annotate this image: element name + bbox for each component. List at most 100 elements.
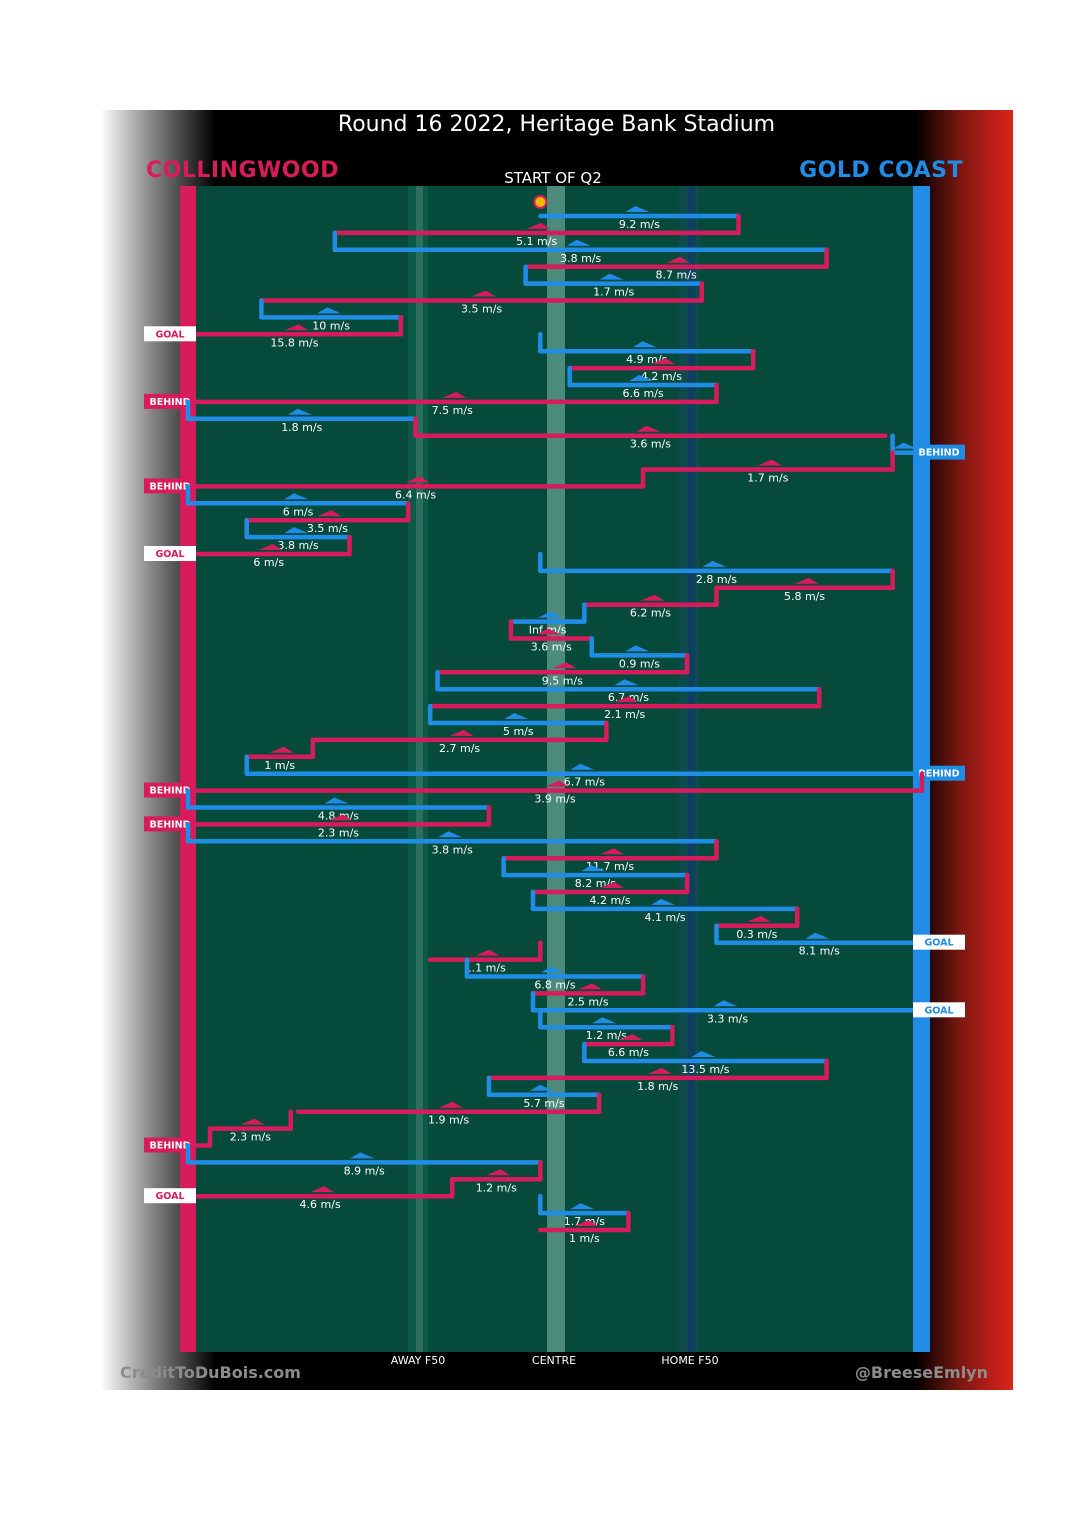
possession-chain: 2.1 m/s	[427, 686, 822, 721]
speed-label: 5.7 m/s	[523, 1097, 564, 1110]
team-left-label: COLLINGWOOD	[146, 158, 339, 183]
possession-chain: 3.5 m/s	[259, 281, 705, 316]
speed-label: 1.7 m/s	[747, 472, 788, 485]
possession-chain: 1.7 m/s	[640, 450, 895, 485]
speed-label: 7.5 m/s	[432, 404, 473, 417]
result-tag	[144, 326, 196, 342]
direction-arrow	[647, 1067, 672, 1074]
possession-chain: 11.7 m/s	[501, 839, 719, 873]
direction-arrow	[600, 882, 625, 888]
direction-arrow	[632, 341, 657, 348]
possession-chain: 1.8 m/s	[486, 1058, 829, 1093]
direction-arrow	[713, 1000, 738, 1007]
direction-arrow	[438, 1101, 463, 1108]
speed-label: 4.6 m/s	[300, 1198, 341, 1211]
speed-label: 3.8 m/s	[560, 252, 601, 265]
possession-chain: 3.8 m/s	[244, 517, 352, 552]
direction-arrow	[471, 290, 496, 297]
possession-chain: 1 m/s	[244, 737, 316, 772]
possession-chains: 9.2 m/s5.1 m/s3.8 m/s8.7 m/s1.7 m/s3.5 m…	[144, 195, 965, 1245]
collingwood-goal-post	[180, 186, 196, 1352]
direction-arrow	[651, 358, 676, 365]
possession-chain: 7.5 m/s BEHIND	[144, 382, 719, 417]
result-tag	[144, 1137, 196, 1153]
speed-label: 2.5 m/s	[567, 995, 608, 1008]
possession-chain: 4.2 m/s	[567, 348, 756, 383]
speed-label: 1.7 m/s	[593, 286, 634, 299]
direction-arrow	[599, 273, 624, 280]
direction-arrow	[504, 713, 529, 719]
speed-label: 1.8 m/s	[637, 1080, 678, 1093]
direction-arrow	[614, 696, 639, 703]
possession-chain: 5 m/s	[427, 703, 609, 738]
speed-label: 8.2 m/s	[575, 877, 616, 890]
possession-chain: 9.2 m/s	[538, 206, 741, 231]
possession-chain: 1 m/s	[538, 1210, 631, 1245]
speed-label: 4.8 m/s	[318, 810, 359, 823]
speed-label: 1.8 m/s	[281, 421, 322, 434]
speed-label: 2.3 m/s	[230, 1131, 271, 1144]
direction-arrow	[691, 1051, 716, 1057]
possession-chain: 6.6 m/s	[582, 1024, 675, 1059]
possession-chain: 1.9 m/s	[295, 1092, 602, 1127]
direction-arrow	[592, 1017, 617, 1024]
speed-label: 6.6 m/s	[608, 1046, 649, 1059]
possession-chain: 1.2 m/s	[538, 1008, 675, 1042]
speed-label: 4.2 m/s	[589, 894, 630, 907]
result-label: BEHIND	[149, 1141, 190, 1152]
result-label: GOAL	[155, 1191, 184, 1202]
possession-chain: 3.6 m/s	[413, 416, 888, 451]
speed-label: 6 m/s	[283, 505, 314, 518]
speed-label: 6.6 m/s	[623, 387, 664, 400]
speed-label: 4.2 m/s	[641, 370, 682, 383]
result-label: GOAL	[155, 549, 184, 560]
possession-chain: 1.8 m/s	[185, 399, 418, 434]
speed-label: 1.1 m/s	[465, 962, 506, 975]
possession-chain: 3.9 m/s BEHIND	[144, 771, 925, 806]
direction-arrow	[545, 780, 569, 787]
possession-chain: 3.3 m/s GOAL	[530, 991, 965, 1025]
direction-arrow	[537, 628, 562, 635]
direction-arrow	[529, 1084, 554, 1091]
speed-label: 1 m/s	[264, 759, 295, 772]
speed-label: 3.9 m/s	[534, 793, 575, 806]
speed-label: 5.1 m/s	[516, 235, 557, 248]
speed-label: 3.8 m/s	[432, 843, 473, 856]
speed-label: 5 m/s	[503, 725, 534, 738]
start-of-quarter-label: START OF Q2	[504, 169, 602, 187]
direction-arrow	[574, 1220, 599, 1226]
speed-label: 15.8 m/s	[270, 336, 318, 349]
result-tag	[144, 393, 196, 409]
possession-chain: 4.6 m/s GOAL	[144, 1177, 455, 1211]
possession-chain: 13.5 m/s	[582, 1041, 829, 1076]
chart-card: Round 16 2022, Heritage Bank Stadium COL…	[100, 110, 1013, 1390]
speed-label: 6.8 m/s	[534, 979, 575, 992]
direction-arrow	[794, 577, 819, 584]
speed-label: 8.7 m/s	[656, 269, 697, 282]
speed-label: 1.2 m/s	[476, 1181, 517, 1194]
speed-label: 6 m/s	[253, 556, 284, 569]
speed-label: 3.3 m/s	[707, 1012, 748, 1025]
speed-label: 10 m/s	[312, 319, 350, 332]
speed-label: 3.5 m/s	[461, 303, 502, 316]
direction-arrow	[651, 898, 676, 905]
speed-label: 5.8 m/s	[784, 590, 825, 603]
possession-chain: 0.9 m/s	[589, 636, 690, 670]
direction-arrow	[640, 594, 665, 601]
direction-arrow	[566, 239, 591, 246]
speed-label: 8.1 m/s	[799, 945, 840, 958]
direction-arrow	[541, 966, 565, 973]
centre-band	[547, 186, 565, 1352]
speed-label: 3.8 m/s	[278, 539, 319, 552]
direction-arrow	[805, 932, 830, 939]
possession-chain: 3.5 m/s	[244, 501, 411, 535]
direction-arrow	[746, 915, 771, 922]
direction-arrow	[636, 425, 661, 432]
result-label: BEHIND	[918, 769, 959, 780]
credit-left: CreditToDuBois.com	[120, 1363, 301, 1382]
direction-arrow	[287, 408, 312, 415]
direction-arrow	[258, 544, 283, 550]
away-f50-line	[416, 186, 423, 1352]
possession-chain: 5.1 m/s	[332, 213, 741, 248]
possession-chain: 3.8 m/s	[185, 822, 719, 856]
